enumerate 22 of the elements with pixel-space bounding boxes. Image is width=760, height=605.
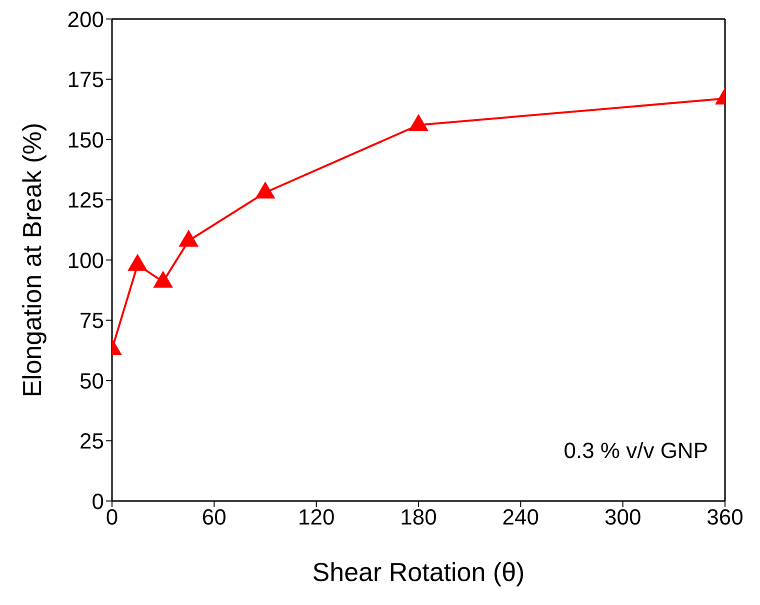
y-tick-label: 150 [67, 127, 104, 152]
y-tick-label: 50 [80, 368, 104, 394]
x-tick-label: 240 [502, 504, 540, 530]
y-tick-label: 0 [92, 488, 104, 514]
point [128, 254, 148, 271]
y-tick-label: 175 [67, 67, 104, 92]
y-tick-label: 125 [67, 188, 104, 213]
y-tick-label: 75 [80, 308, 104, 334]
y-tick-label: 100 [67, 248, 104, 273]
x-tick-label: 120 [298, 504, 335, 530]
point [153, 270, 174, 288]
x-tick-label: 300 [604, 504, 642, 530]
y-tick-label: 25 [80, 428, 104, 454]
y-tick-label: 200 [67, 6, 104, 32]
x-tick-label: 360 [706, 504, 744, 530]
point [178, 230, 199, 247]
x-tick-label: 60 [202, 504, 226, 530]
y-axis-title: Elongation at Break (%) [17, 122, 48, 398]
annotation: 0.3 % v/v GNP [564, 438, 708, 464]
point [255, 182, 276, 199]
x-tick-label: 180 [400, 504, 437, 530]
x-axis-title: Shear Rotation (θ) [312, 557, 525, 587]
